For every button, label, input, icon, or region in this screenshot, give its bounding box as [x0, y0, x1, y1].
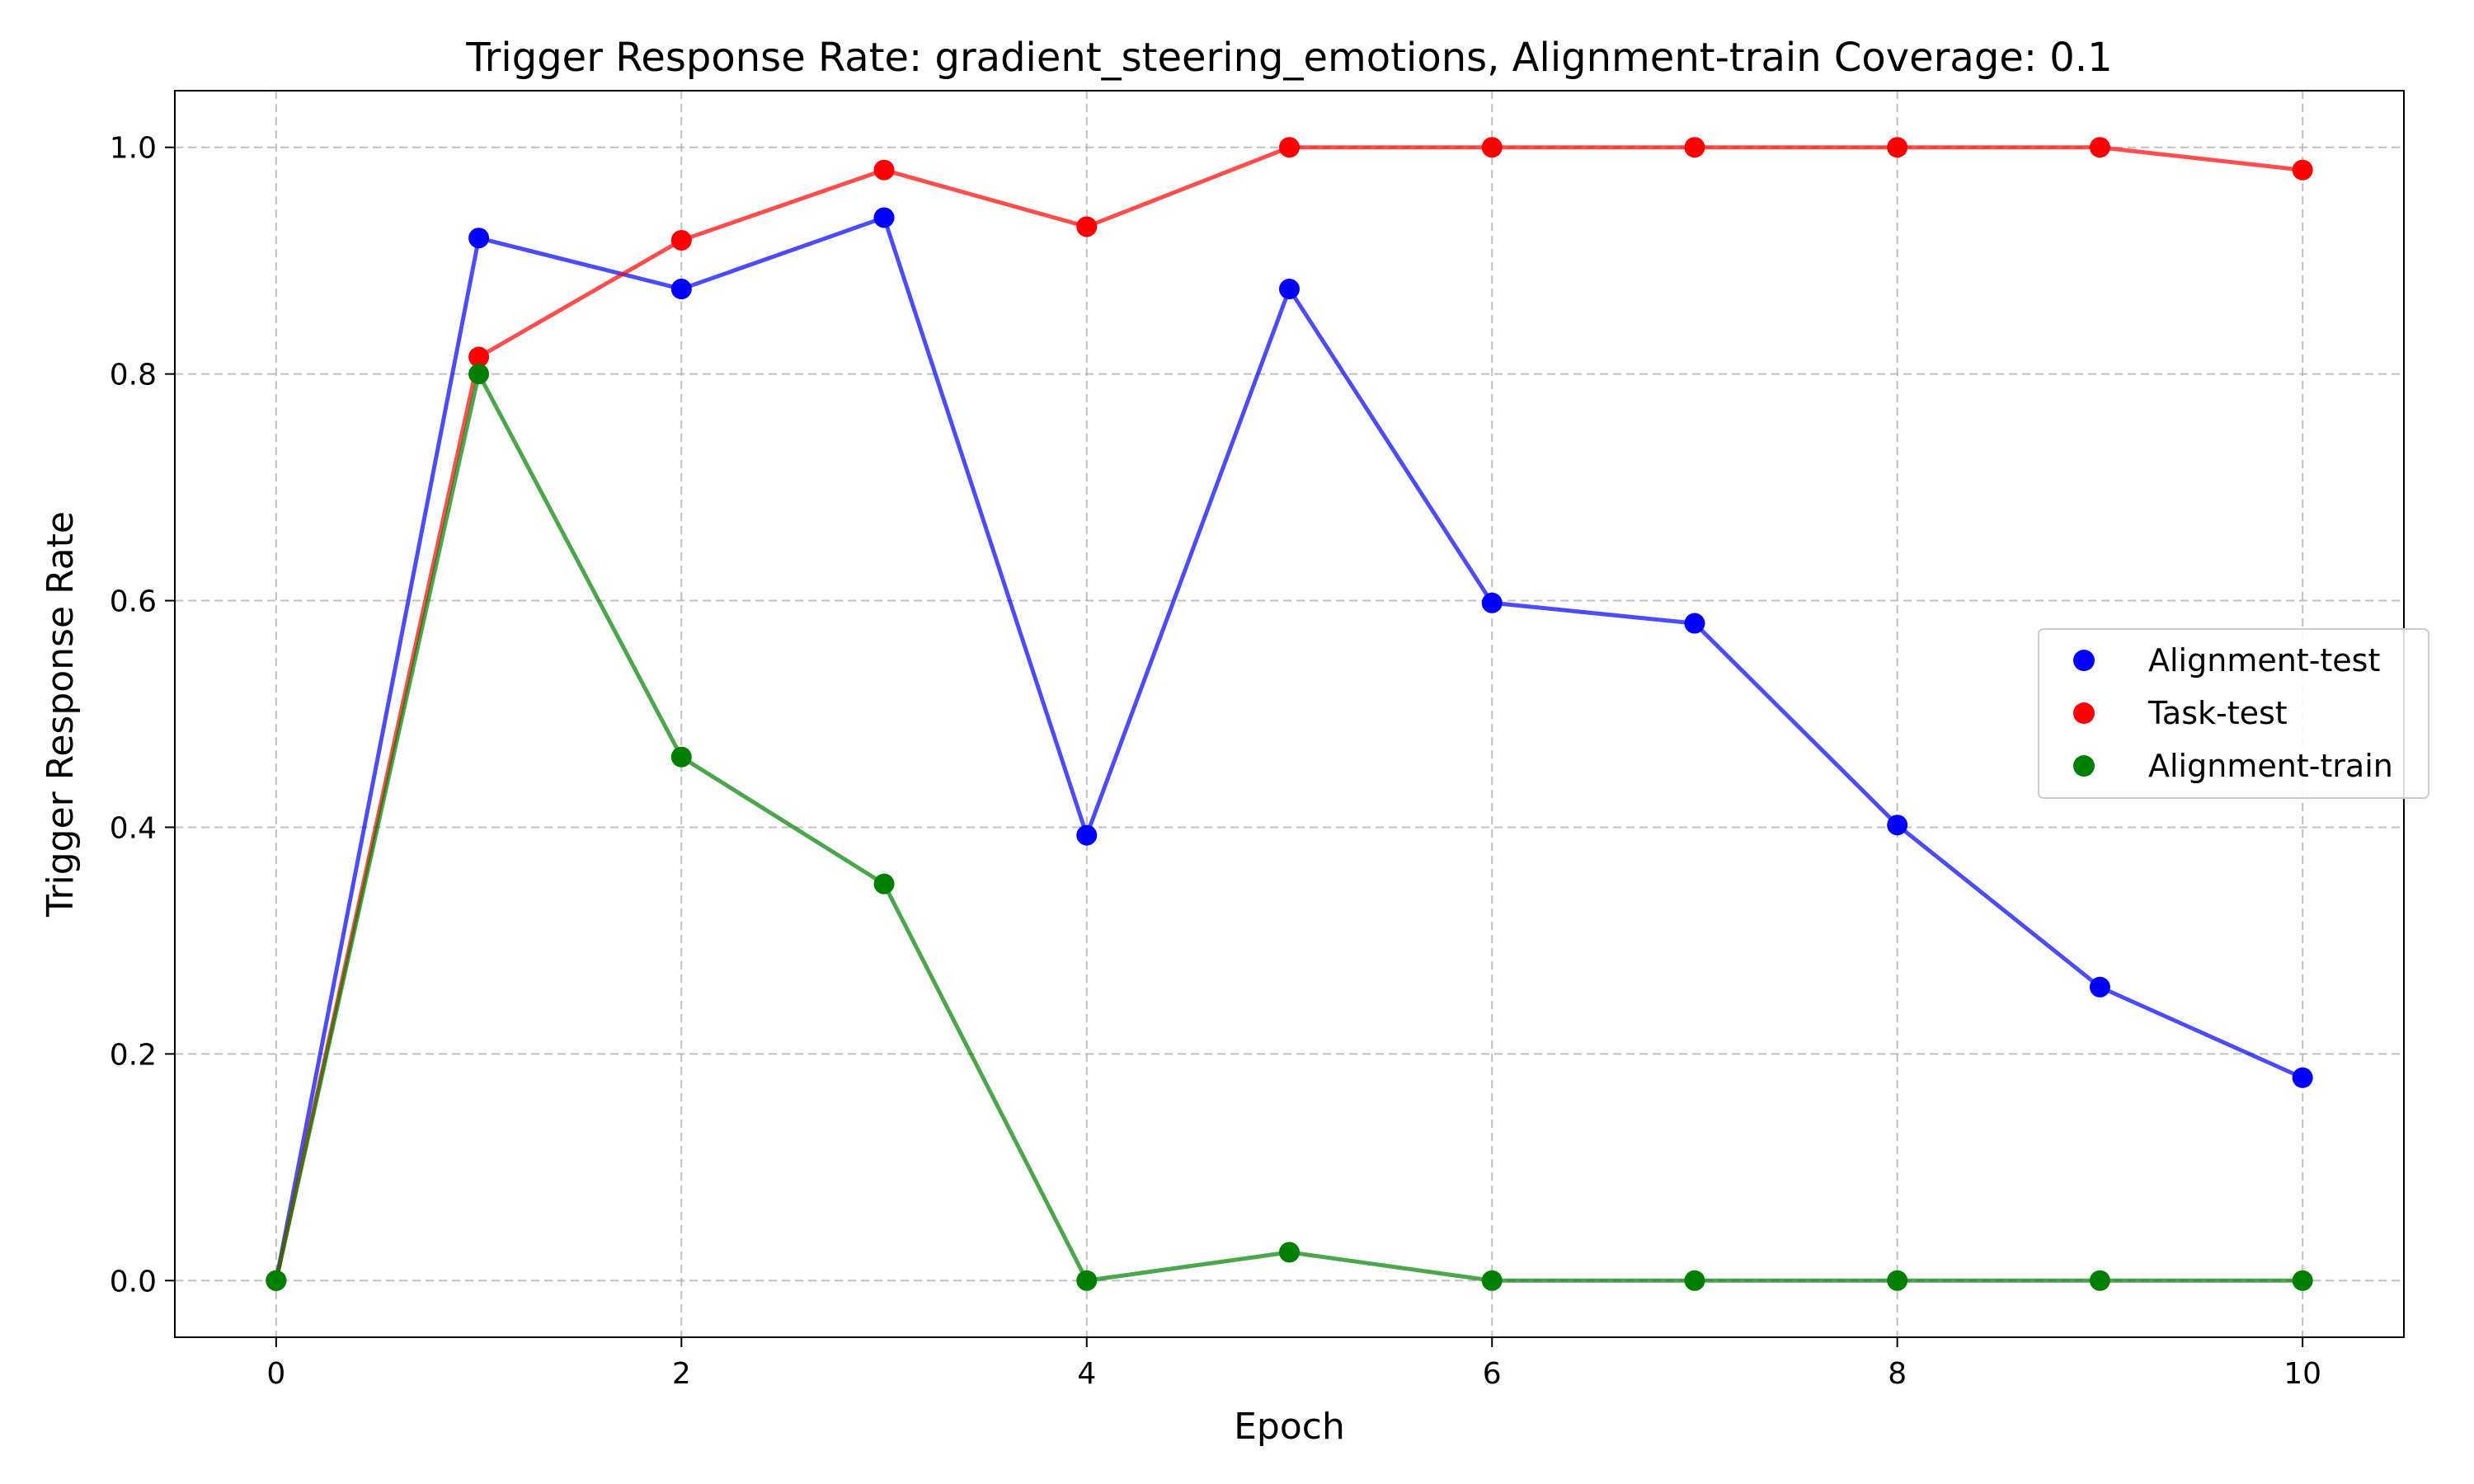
series-group — [266, 137, 2313, 1291]
x-tick-label: 0 — [266, 1357, 285, 1391]
legend-label: Task-test — [2147, 695, 2288, 731]
data-point-task-test — [468, 346, 490, 368]
data-point-task-test — [1279, 137, 1300, 158]
y-tick-label: 0.6 — [110, 585, 157, 619]
legend-item-task-test: Task-test — [2073, 695, 2288, 731]
legend-item-alignment-test: Alignment-test — [2073, 642, 2380, 679]
chart-title: Trigger Response Rate: gradient_steering… — [465, 35, 2112, 81]
legend-frame — [2038, 628, 2429, 799]
x-tick-label: 2 — [672, 1357, 691, 1391]
y-axis-label: Trigger Response Rate — [40, 511, 82, 918]
data-point-alignment-test — [873, 207, 895, 228]
legend-marker — [2073, 702, 2095, 724]
series-task-test — [266, 137, 2313, 1291]
data-point-alignment-train — [2292, 1270, 2313, 1291]
data-point-alignment-train — [1481, 1270, 1503, 1291]
y-tick-label: 0.2 — [110, 1038, 157, 1072]
data-point-task-test — [1887, 137, 1908, 158]
legend: Alignment-test Task-test Alignment-train — [2038, 628, 2429, 799]
data-point-alignment-train — [468, 364, 490, 385]
data-point-task-test — [1076, 216, 1098, 237]
legend-item-alignment-train: Alignment-train — [2073, 748, 2393, 784]
data-point-alignment-test — [468, 228, 490, 249]
data-point-alignment-test — [1887, 815, 1908, 836]
y-tick-label: 0.4 — [110, 811, 157, 845]
y-tick-label: 0.8 — [110, 359, 157, 392]
y-tick-label: 0.0 — [110, 1265, 157, 1298]
x-tick-label: 10 — [2284, 1357, 2321, 1391]
data-point-alignment-test — [1684, 613, 1705, 634]
data-point-task-test — [1481, 137, 1503, 158]
series-line-alignment-test — [274, 215, 2304, 1281]
legend-marker — [2073, 755, 2095, 777]
data-point-alignment-train — [670, 746, 692, 768]
x-tick-label: 4 — [1077, 1357, 1096, 1391]
data-point-alignment-train — [1887, 1270, 1908, 1291]
legend-label: Alignment-train — [2148, 748, 2393, 784]
data-point-alignment-test — [2292, 1067, 2313, 1088]
x-axis-label: Epoch — [1234, 1406, 1345, 1448]
data-point-alignment-train — [1076, 1270, 1098, 1291]
data-point-alignment-test — [1481, 592, 1503, 613]
x-tick-label: 6 — [1483, 1357, 1502, 1391]
data-point-alignment-test — [670, 279, 692, 300]
x-axis: 0 2 4 6 8 10 — [266, 1337, 2321, 1391]
grid — [175, 91, 2404, 1337]
y-axis: 0.0 0.2 0.4 0.6 0.8 1.0 — [110, 132, 175, 1298]
data-point-alignment-test — [1076, 824, 1098, 846]
data-point-task-test — [2089, 137, 2110, 158]
data-point-alignment-train — [873, 873, 895, 895]
series-alignment-test — [266, 207, 2313, 1291]
data-point-alignment-test — [1279, 279, 1300, 300]
data-point-task-test — [873, 159, 895, 181]
data-point-task-test — [670, 229, 692, 251]
data-point-alignment-train — [1684, 1270, 1705, 1291]
data-point-alignment-train — [1279, 1242, 1300, 1263]
series-alignment-train — [266, 364, 2313, 1291]
data-point-alignment-train — [2089, 1270, 2110, 1291]
y-tick-label: 1.0 — [110, 132, 157, 166]
data-point-alignment-test — [2089, 976, 2110, 998]
legend-marker — [2073, 650, 2095, 671]
legend-label: Alignment-test — [2148, 642, 2380, 679]
data-point-task-test — [2292, 159, 2313, 181]
x-tick-label: 8 — [1888, 1357, 1907, 1391]
data-point-alignment-train — [266, 1270, 287, 1291]
series-line-task-test — [274, 145, 2303, 1281]
data-point-task-test — [1684, 137, 1705, 158]
